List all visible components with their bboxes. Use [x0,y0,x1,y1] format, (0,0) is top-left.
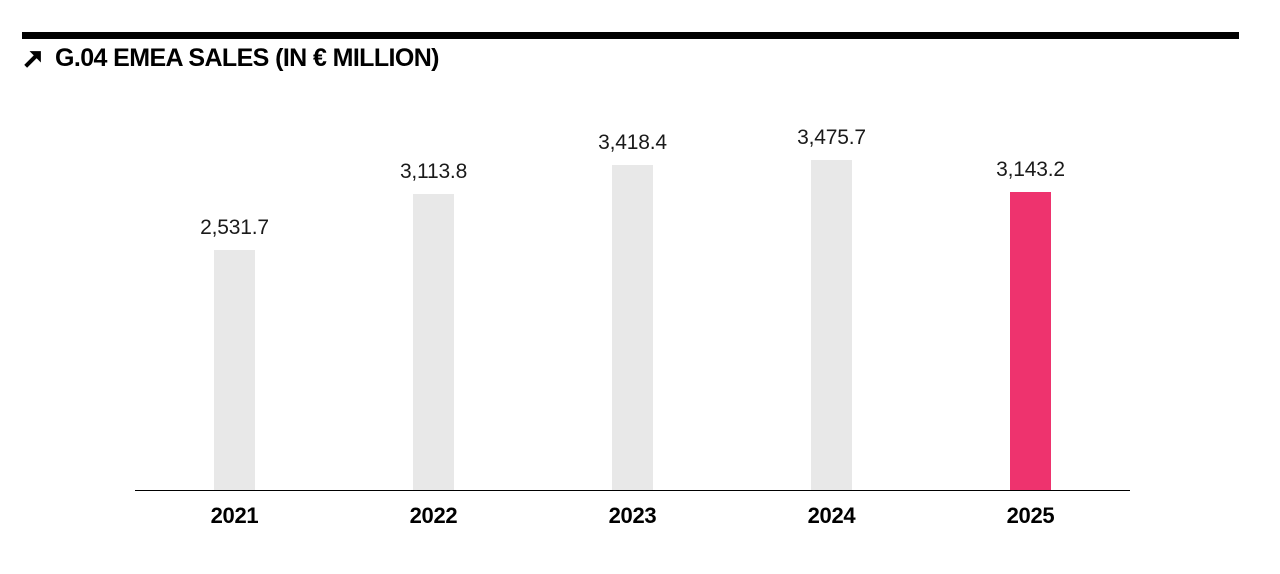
bar-value-label: 3,113.8 [399,160,468,183]
x-tick-label: 2025 [1006,503,1055,528]
x-tick-label: 2022 [409,503,458,528]
chart-title: G.04 EMEA SALES (IN € MILLION) [55,43,440,72]
bar-value-label: 3,418.4 [598,131,667,154]
x-axis-labels: 2021 2022 2023 2024 2025 [135,503,1130,529]
bar-value-label: 3,143.2 [996,158,1065,181]
chart-column: 2,531.7 [135,0,334,491]
x-tick-label: 2024 [807,503,856,528]
bar-2025 [1010,192,1051,491]
x-axis-line [135,490,1130,491]
bar-value-label: 2,531.7 [200,216,269,239]
chart-column: 3,418.4 [533,0,732,491]
header-divider [22,32,1239,39]
bar-2023 [612,165,653,491]
bar-2021 [214,250,255,491]
arrow-up-right-icon [22,48,44,70]
chart-column: 3,143.2 [931,0,1130,491]
bar-value-label: 3,475.7 [797,126,866,149]
chart-plot-area: 2,531.7 3,113.8 3,418.4 3,475.7 3,143.2 [135,0,1130,491]
chart-column: 3,475.7 [732,0,931,491]
chart-column: 3,113.8 [334,0,533,491]
x-tick-label: 2023 [608,503,657,528]
title-row: G.04 EMEA SALES (IN € MILLION) [22,43,1239,73]
x-tick-label: 2021 [210,503,259,528]
bar-2024 [811,160,852,491]
bar-2022 [413,194,454,491]
bar-chart: 2,531.7 3,113.8 3,418.4 3,475.7 3,143.2 2021… [135,0,1130,574]
chart-header: G.04 EMEA SALES (IN € MILLION) [22,32,1239,73]
